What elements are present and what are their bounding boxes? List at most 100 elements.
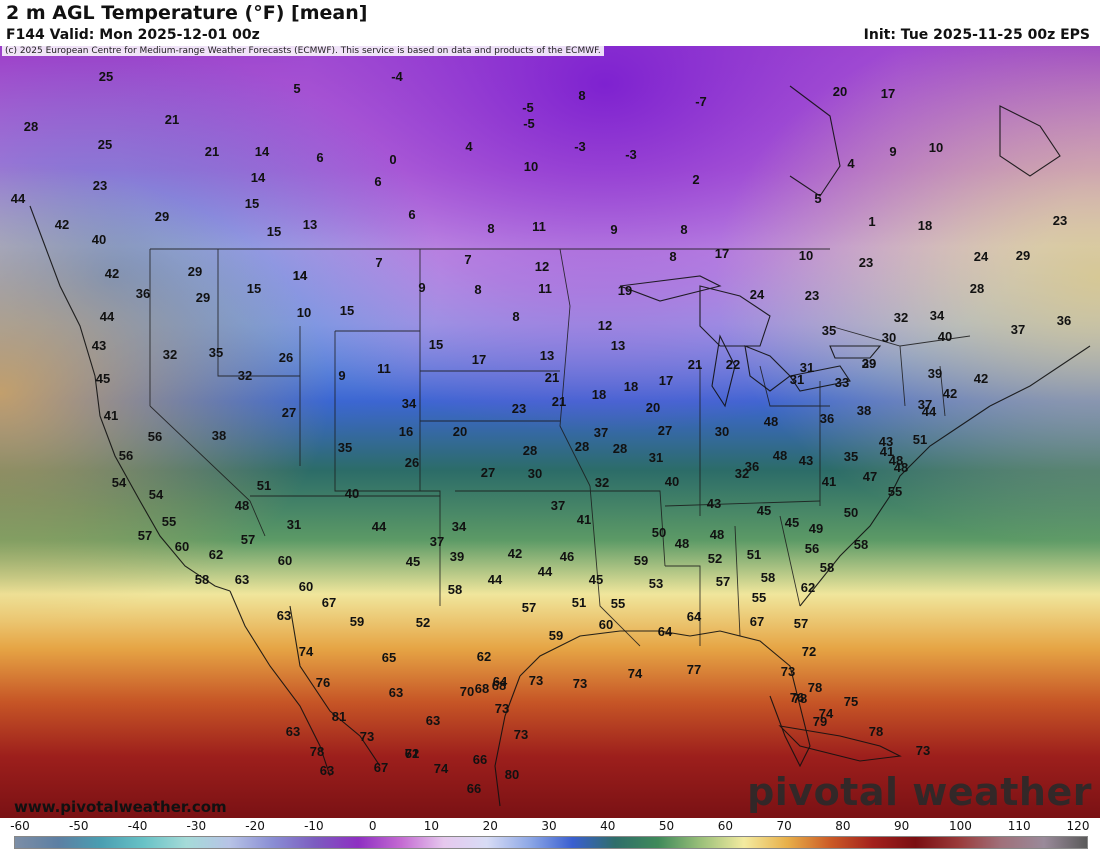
valid-time: F144 Valid: Mon 2025-12-01 00z bbox=[6, 27, 260, 43]
temperature-value-label: 36 bbox=[745, 459, 759, 474]
temperature-value-label: 63 bbox=[235, 572, 249, 587]
temperature-value-label: 38 bbox=[857, 403, 871, 418]
temperature-value-label: 29 bbox=[188, 264, 202, 279]
temperature-value-label: 23 bbox=[93, 178, 107, 193]
init-time: Init: Tue 2025-11-25 00z EPS bbox=[863, 27, 1090, 43]
temperature-value-label: 15 bbox=[429, 337, 443, 352]
temperature-value-label: 17 bbox=[715, 246, 729, 261]
temperature-value-label: 62 bbox=[477, 649, 491, 664]
temperature-value-label: 48 bbox=[675, 536, 689, 551]
temperature-value-label: 14 bbox=[293, 268, 308, 283]
temperature-value-label: 42 bbox=[508, 546, 522, 561]
temperature-value-label: 9 bbox=[889, 144, 896, 159]
temperature-value-label: 43 bbox=[707, 496, 721, 511]
temperature-value-label: 35 bbox=[822, 323, 836, 338]
temperature-value-label: 8 bbox=[578, 88, 585, 103]
temperature-value-label: 36 bbox=[1057, 313, 1071, 328]
temperature-value-label: 28 bbox=[575, 439, 589, 454]
temperature-value-label: 73 bbox=[781, 664, 795, 679]
temperature-value-label: 65 bbox=[382, 650, 396, 665]
temperature-value-label: 28 bbox=[523, 443, 537, 458]
temperature-value-label: 55 bbox=[752, 590, 766, 605]
temperature-value-label: 10 bbox=[297, 305, 311, 320]
temperature-value-label: 76 bbox=[790, 690, 804, 705]
temperature-value-label: 44 bbox=[538, 564, 553, 579]
temperature-value-label: 40 bbox=[92, 232, 106, 247]
temperature-value-label: 57 bbox=[522, 600, 536, 615]
temperature-value-label: 54 bbox=[112, 475, 127, 490]
temperature-value-label: 68 bbox=[492, 678, 506, 693]
temperature-value-label: 63 bbox=[426, 713, 440, 728]
temperature-value-label: -3 bbox=[574, 139, 586, 154]
temperature-value-label: 52 bbox=[708, 551, 722, 566]
temperature-value-label: 14 bbox=[293, 268, 308, 283]
temperature-value-label: 23 bbox=[805, 288, 819, 303]
temperature-value-label: 8 bbox=[680, 222, 687, 237]
map-header: 2 m AGL Temperature (°F) [mean] F144 Val… bbox=[0, 0, 1100, 46]
temperature-value-label: 29 bbox=[155, 209, 169, 224]
temperature-value-label: 30 bbox=[715, 424, 729, 439]
temperature-value-label: 73 bbox=[514, 727, 528, 742]
temperature-value-label: 17 bbox=[881, 86, 895, 101]
temperature-value-label: -3 bbox=[625, 147, 637, 162]
temperature-value-label: 56 bbox=[148, 429, 162, 444]
temperature-value-label: 74 bbox=[628, 666, 643, 681]
temperature-value-label: 80 bbox=[505, 767, 519, 782]
temperature-value-label: 10 bbox=[799, 248, 813, 263]
temperature-value-label: 21 bbox=[552, 394, 566, 409]
temperature-value-label: 44 bbox=[372, 519, 387, 534]
temperature-value-label: 32 bbox=[163, 347, 177, 362]
website-url[interactable]: www.pivotalweather.com bbox=[14, 798, 227, 816]
temperature-value-label: 73 bbox=[529, 673, 543, 688]
temperature-value-label: 1 bbox=[868, 214, 875, 229]
temperature-value-label: 78 bbox=[869, 724, 883, 739]
temperature-value-label: 56 bbox=[119, 448, 133, 463]
temperature-value-label: 43 bbox=[92, 338, 106, 353]
temperature-value-label: 51 bbox=[257, 478, 271, 493]
temperature-value-label: -4 bbox=[391, 69, 403, 84]
temperature-value-label: 30 bbox=[882, 330, 896, 345]
temperature-value-label: 74 bbox=[819, 706, 834, 721]
temperature-map: 25 28 25 23 44 42 40 21 21 14 14 15 15 29 5 6 0 6 6 13 -4 -5-… bbox=[0, 46, 1100, 818]
temperature-value-label: 29 bbox=[862, 356, 876, 371]
temperature-value-label: 75 bbox=[844, 694, 858, 709]
temperature-value-label: 31 bbox=[800, 360, 814, 375]
temperature-value-label: 64 bbox=[687, 609, 702, 624]
temperature-value-label: 23 bbox=[512, 401, 526, 416]
temperature-value-label: 63 bbox=[286, 724, 300, 739]
temperature-value-label: 60 bbox=[299, 579, 313, 594]
temperature-value-label: 44 bbox=[922, 404, 937, 419]
temperature-value-label: 33 bbox=[835, 375, 849, 390]
temperature-value-label: 45 bbox=[785, 515, 799, 530]
temperature-value-label: 12 bbox=[598, 318, 612, 333]
temperature-value-label: 45 bbox=[96, 371, 110, 386]
temperature-value-label: 73 bbox=[916, 743, 930, 758]
temperature-value-label: 21 bbox=[205, 144, 219, 159]
temperature-value-label: 11 bbox=[538, 281, 552, 296]
temperature-value-label: 41 bbox=[104, 408, 118, 423]
temperature-value-label: 18 bbox=[624, 379, 638, 394]
temperature-value-label: 8 bbox=[669, 249, 676, 264]
state-borders bbox=[149, 248, 971, 647]
temperature-value-label: 32 bbox=[595, 475, 609, 490]
temperature-value-label: 49 bbox=[809, 521, 823, 536]
temperature-value-label: 6 bbox=[316, 150, 323, 165]
temperature-value-label: 79 bbox=[813, 714, 827, 729]
temperature-value-label: 43 bbox=[879, 434, 893, 449]
temperature-value-label: 14 bbox=[255, 144, 270, 159]
temperature-value-label: 44 bbox=[488, 572, 503, 587]
temperature-value-label: 58 bbox=[820, 560, 834, 575]
temperature-value-label: 64 bbox=[493, 674, 508, 689]
temperature-value-label: 35 bbox=[338, 440, 352, 455]
temperature-value-label: 15 bbox=[340, 303, 354, 318]
temperature-value-label: 62 bbox=[801, 580, 815, 595]
temperature-value-label: 0 bbox=[389, 152, 396, 167]
temperature-value-label: 17 bbox=[472, 352, 486, 367]
temperature-value-label: 31 bbox=[790, 372, 804, 387]
colorbar-tick-label: 90 bbox=[894, 819, 910, 833]
temperature-value-label: 48 bbox=[764, 414, 778, 429]
temperature-value-label: 48 bbox=[235, 498, 249, 513]
colorbar-tick-label: 120 bbox=[1066, 819, 1090, 833]
temperature-value-label: 37 bbox=[594, 425, 608, 440]
